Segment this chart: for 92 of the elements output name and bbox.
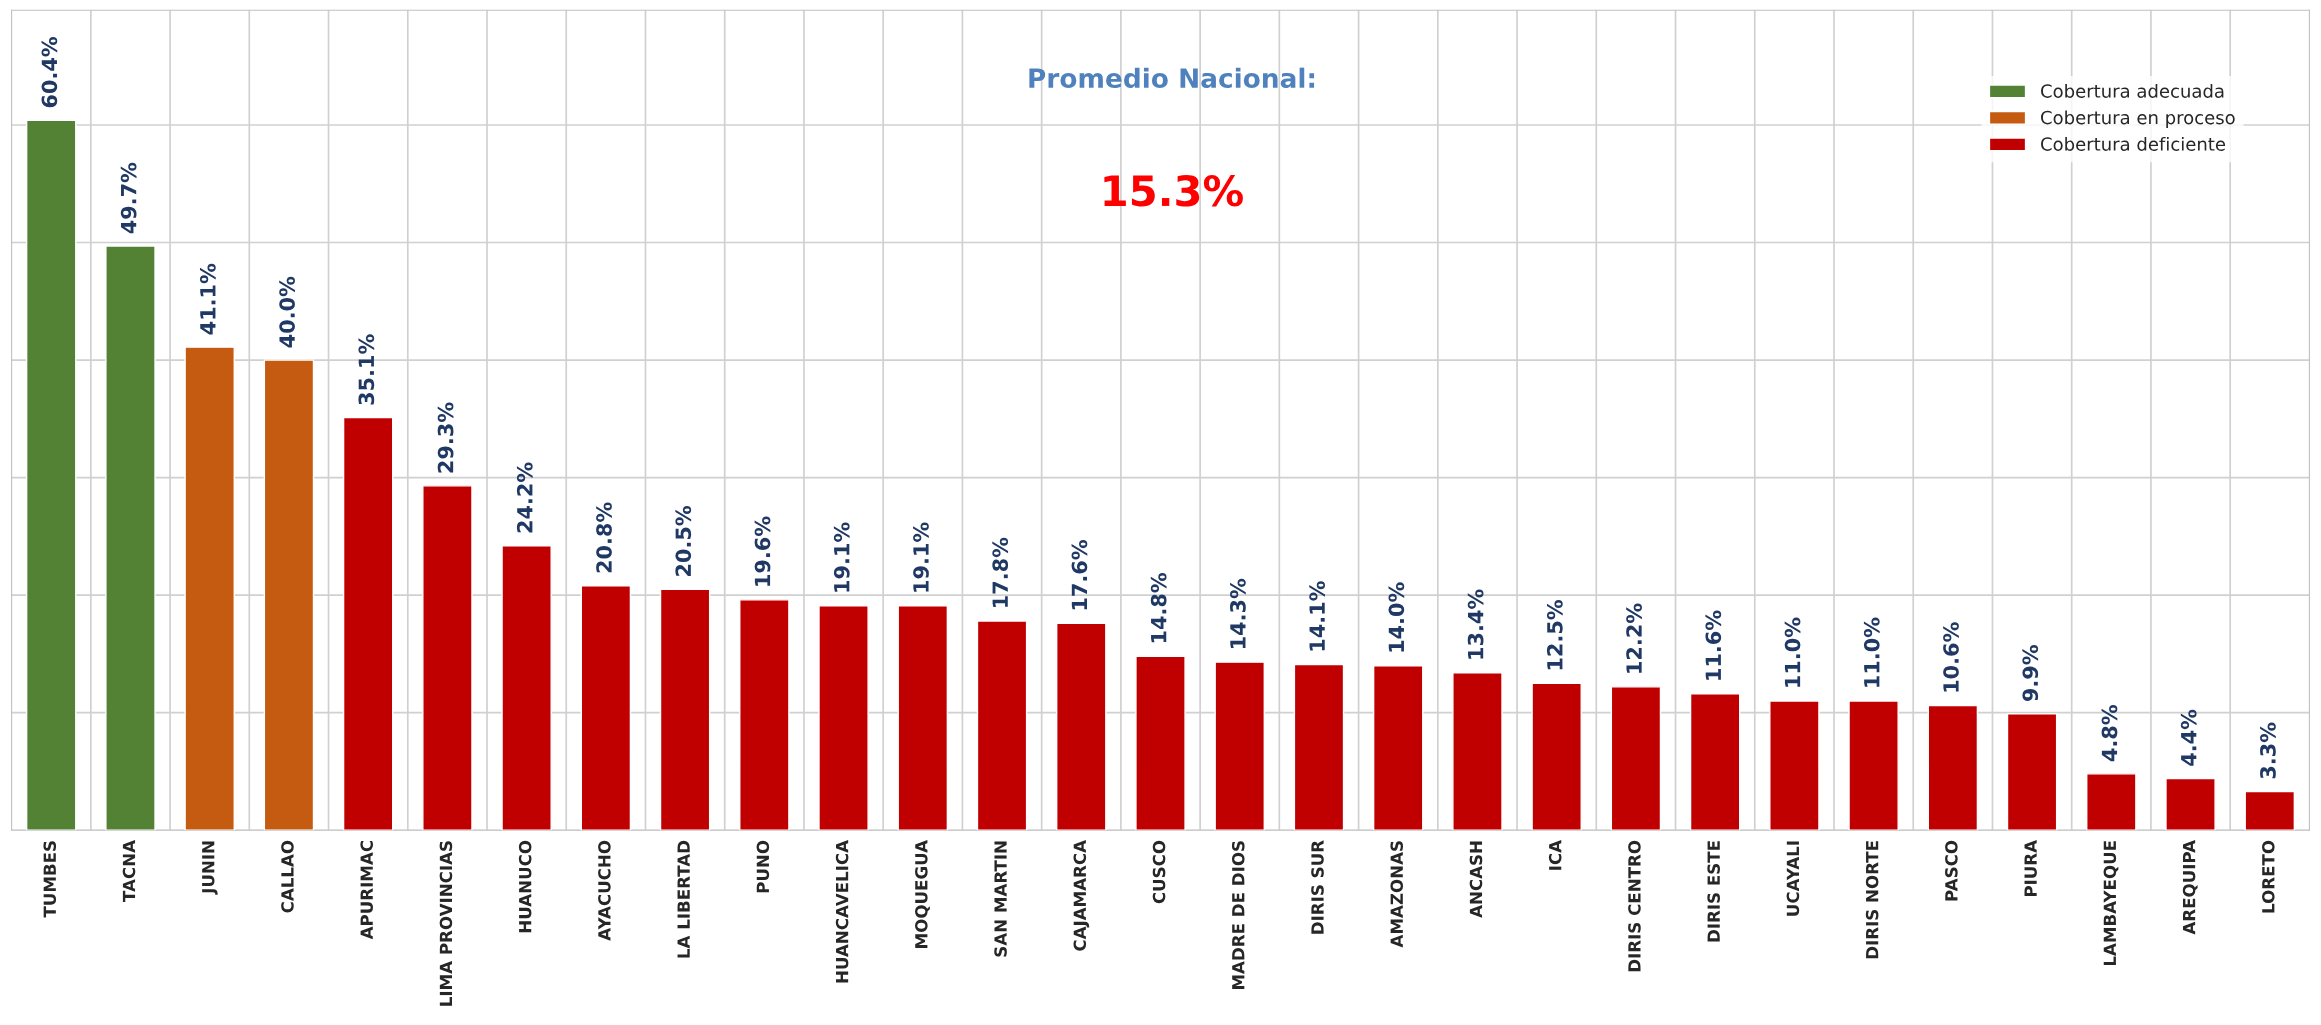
bar [1769, 700, 1820, 831]
bar [105, 245, 156, 831]
bar [2244, 790, 2296, 831]
data-label: 60.4% [41, 36, 58, 108]
x-tick-label: HUANUCO [518, 840, 532, 933]
legend-label: Cobertura deficiente [2041, 136, 2226, 151]
legend-label: Cobertura en proceso [2041, 110, 2235, 128]
bar [2006, 713, 2058, 831]
data-label: 19.1% [833, 522, 850, 592]
data-label: 35.1% [358, 334, 375, 405]
bar [1927, 704, 1979, 831]
x-tick-label: PUNO [756, 840, 770, 893]
bar [659, 588, 711, 831]
bar [1372, 664, 1424, 831]
data-label: 4.8% [2101, 704, 2118, 762]
x-tick-label: DIRIS NORTE [1865, 841, 1879, 959]
x-tick-label: HUANCAVELICA [835, 840, 849, 983]
x-tick-label: ICA [1548, 840, 1562, 870]
x-tick-label: UCAYALI [1786, 841, 1800, 916]
x-tick-label: AYACUCHO [598, 840, 611, 941]
text: Promedio Nacional: [1029, 67, 1315, 89]
x-tick-label: DIRIS SUR [1311, 840, 1324, 934]
data-label: 20.8% [596, 502, 612, 573]
bar [184, 346, 235, 831]
x-tick-label: CUSCO [1152, 840, 1166, 904]
x-tick-label: LIMA PROVINCIAS [439, 841, 453, 1006]
data-label: 13.4% [1467, 589, 1484, 659]
x-tick-label: MOQUEGUA [915, 840, 930, 948]
bar [897, 605, 949, 831]
x-tick-label: JUNIN [202, 841, 218, 895]
x-tick-label: AMAZONAS [1390, 841, 1404, 948]
data-label: 40.0% [279, 276, 295, 348]
bar [1214, 661, 1265, 831]
data-label: 14.1% [1309, 581, 1326, 651]
data-label: 17.6% [1071, 540, 1088, 610]
x-tick-label: ANCASH [1469, 841, 1483, 918]
bar [25, 119, 77, 831]
data-label: 11.6% [1705, 610, 1722, 680]
bar [1293, 663, 1345, 831]
data-label: 11.0% [1863, 617, 1880, 687]
bar [1452, 672, 1503, 831]
x-tick-label: AREQUIPA [2182, 840, 2198, 935]
x-tick-label: CAJAMARCA [1073, 840, 1090, 951]
data-label: 19.6% [754, 516, 771, 586]
bar [580, 585, 632, 831]
bar [1689, 693, 1741, 831]
bar [2165, 777, 2216, 831]
annotation: 15.3% [1104, 174, 1243, 207]
x-tick-label: PASCO [1945, 840, 1958, 901]
x-tick-label: LORETO [2262, 840, 2275, 913]
data-label: 17.8% [992, 537, 1009, 607]
bar [739, 599, 790, 831]
data-label: 11.0% [1784, 617, 1801, 687]
x-tick-label: PIURA [2024, 840, 2037, 897]
bar [1848, 700, 1899, 831]
data-label: 20.5% [675, 505, 692, 576]
bar [976, 620, 1028, 831]
data-label: 49.7% [120, 162, 137, 234]
bar [2086, 773, 2137, 831]
data-label: 14.3% [1230, 578, 1246, 649]
data-label: 4.4% [2180, 709, 2197, 766]
bar [263, 359, 315, 831]
bar [1531, 682, 1582, 831]
data-label: 29.3% [437, 402, 454, 473]
x-tick-label: MADRE DE DIOS [1231, 841, 1245, 990]
data-label: 12.2% [1626, 603, 1642, 673]
x-tick-label: DIRIS ESTE [1707, 841, 1720, 942]
bar [1610, 686, 1662, 831]
x-tick-label: CALLAO [281, 840, 294, 913]
bar [501, 545, 552, 831]
x-tick-label: SAN MARTIN [994, 841, 1007, 957]
data-label: 41.1% [199, 263, 216, 335]
data-label: 9.9% [2022, 645, 2039, 702]
bar [1135, 655, 1186, 831]
data-label: 19.1% [913, 522, 929, 592]
x-tick-label: TACNA [122, 840, 136, 902]
bar [818, 605, 869, 831]
x-tick-label: APURIMAC [360, 841, 373, 940]
bar [1056, 622, 1107, 831]
data-label: 3.3% [2260, 722, 2276, 779]
data-label: 12.5% [1546, 599, 1563, 670]
data-label: 14.8% [1150, 572, 1167, 643]
legend-label: Cobertura adecuada [2041, 83, 2224, 98]
data-label: 24.2% [516, 462, 533, 533]
bar [422, 485, 473, 831]
data-label: 14.0% [1388, 582, 1405, 652]
x-tick-label: LA LIBERTAD [677, 840, 690, 958]
data-label: 10.6% [1943, 622, 1959, 692]
x-tick-label: LAMBAYEQUE [2103, 841, 2119, 966]
x-tick-label: DIRIS CENTRO [1628, 840, 1641, 972]
x-tick-label: TUMBES [43, 841, 57, 918]
bar [342, 416, 394, 831]
